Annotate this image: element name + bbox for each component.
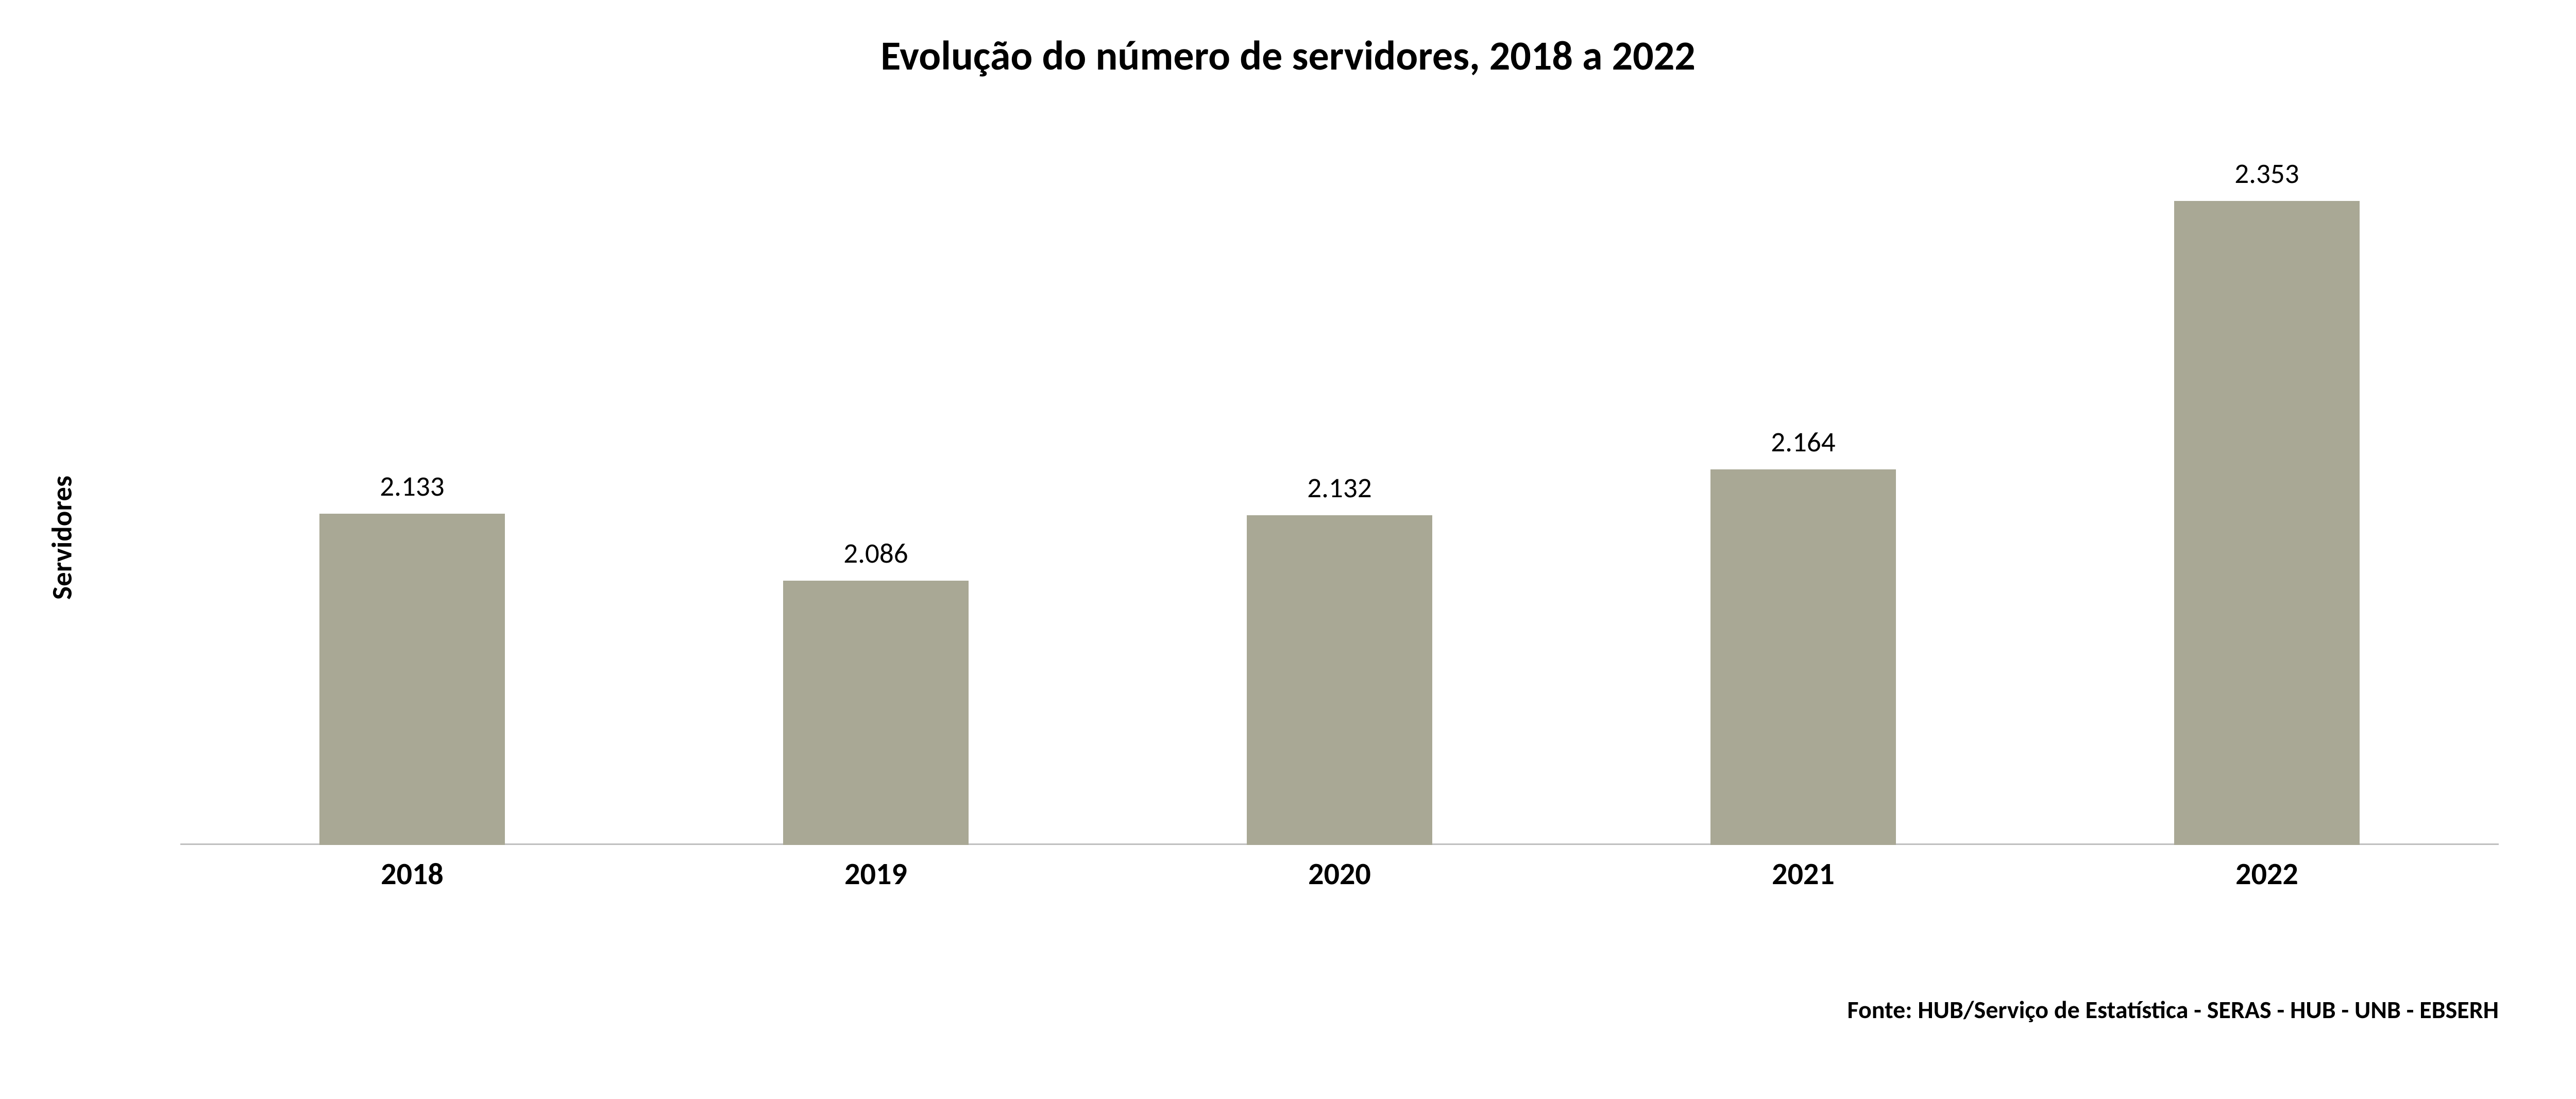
bar-group: 2.132 <box>1247 134 1432 845</box>
bar <box>783 581 969 845</box>
x-tick-label: 2020 <box>1236 855 1443 893</box>
x-tick-label: 2019 <box>773 855 979 893</box>
bar-group: 2.353 <box>2174 134 2360 845</box>
x-tick-label: 2021 <box>1700 855 1906 893</box>
bar-value-label: 2.164 <box>1659 425 1947 459</box>
bar-group: 2.133 <box>319 134 505 845</box>
bar-group: 2.086 <box>783 134 969 845</box>
plot-area: 2.133 2.086 2.132 2.164 2.353 <box>180 134 2499 845</box>
chart-title: Evolução do número de servidores, 2018 a… <box>0 31 2576 81</box>
bar-group: 2.164 <box>1710 134 1896 845</box>
x-tick-label: 2022 <box>2164 855 2370 893</box>
source-text: Fonte: HUB/Serviço de Estatística - SERA… <box>1848 994 2499 1025</box>
bar-value-label: 2.132 <box>1195 470 1484 505</box>
bar <box>1710 469 1896 845</box>
bar <box>319 514 505 845</box>
bar-chart: Evolução do número de servidores, 2018 a… <box>0 0 2576 1099</box>
bar-value-label: 2.353 <box>2123 156 2411 191</box>
bar-value-label: 2.133 <box>268 469 556 503</box>
bar <box>1247 515 1432 845</box>
bar <box>2174 201 2360 845</box>
x-tick-label: 2018 <box>309 855 515 893</box>
y-axis-label: Servidores <box>45 435 79 641</box>
bar-value-label: 2.086 <box>732 536 1020 570</box>
